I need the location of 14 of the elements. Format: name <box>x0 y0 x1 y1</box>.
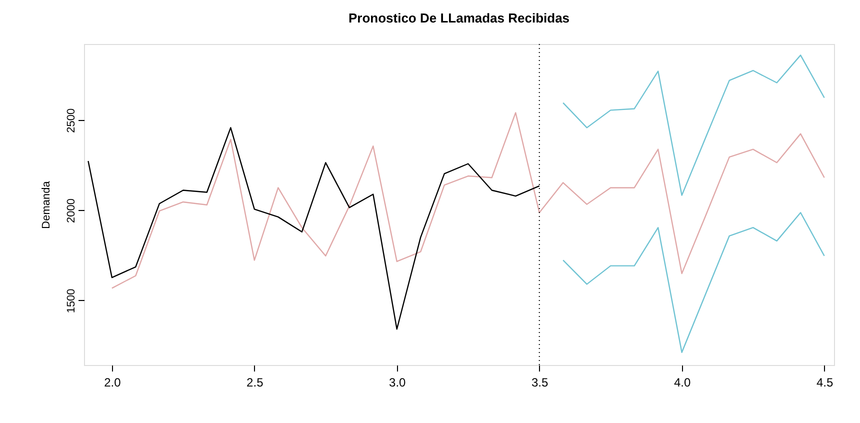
line-series <box>562 54 825 196</box>
y-tick-label: 1500 <box>66 288 78 314</box>
x-tick-label: 2.5 <box>246 376 264 390</box>
x-tick-label: 2.0 <box>104 376 122 390</box>
x-tick-label: 4.5 <box>816 376 834 390</box>
x-tick-label: 4.0 <box>674 376 691 390</box>
chart-title: Pronostico De LLamadas Recibidas <box>348 10 570 26</box>
y-axis-title: Demanda <box>40 180 52 229</box>
x-tick-label: 3.0 <box>389 376 406 390</box>
line-series <box>562 212 825 353</box>
line-series <box>111 112 825 289</box>
y-tick-label: 2000 <box>66 198 78 224</box>
x-tick-label: 3.5 <box>532 376 549 390</box>
y-tick-label: 2500 <box>66 108 78 133</box>
